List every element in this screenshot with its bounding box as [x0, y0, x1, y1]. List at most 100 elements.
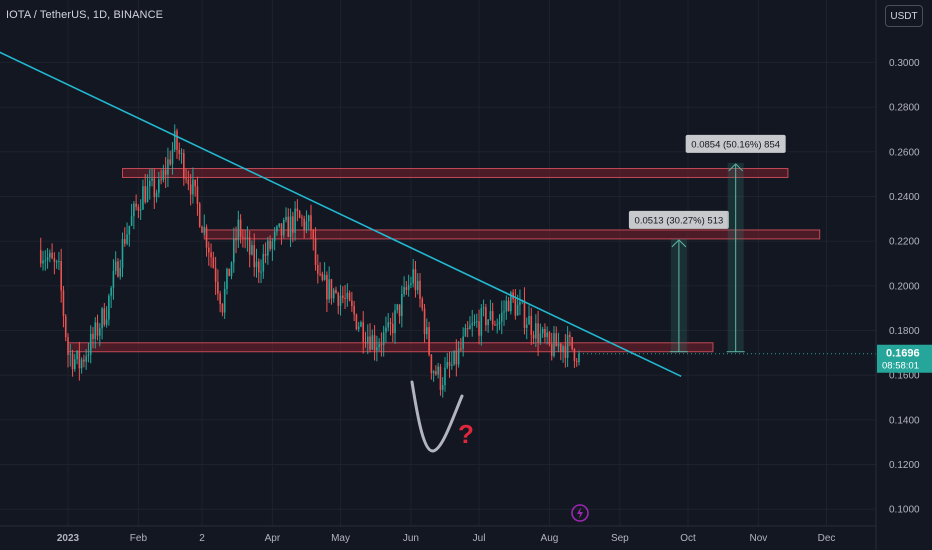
candle-body: [519, 301, 521, 305]
y-tick-label[interactable]: 0.2800: [889, 103, 920, 114]
candle-body: [410, 283, 412, 285]
candle-body: [278, 223, 281, 227]
candle-body: [321, 273, 324, 280]
candle-body: [412, 269, 414, 284]
events-lightning-icon: [571, 504, 589, 522]
y-tick-label[interactable]: 0.2000: [889, 281, 920, 292]
candle-body: [351, 300, 353, 307]
x-tick-label[interactable]: Jun: [403, 533, 419, 544]
candle-body: [317, 264, 319, 274]
y-tick-label[interactable]: 0.1400: [889, 415, 920, 426]
candle-body: [255, 261, 258, 268]
candle-body: [435, 371, 437, 375]
candle-body: [110, 287, 112, 296]
x-tick-label[interactable]: Apr: [265, 533, 281, 544]
candle-body: [242, 236, 244, 238]
x-tick-label[interactable]: Sep: [611, 533, 629, 544]
candle-body: [355, 314, 358, 330]
candle-body: [98, 328, 101, 336]
question-mark: ?: [458, 419, 474, 449]
candle-body: [532, 334, 535, 339]
y-tick-label[interactable]: 0.2600: [889, 147, 920, 158]
candle-body: [212, 257, 215, 268]
x-tick-label[interactable]: Aug: [541, 533, 559, 544]
candle-body: [117, 261, 119, 277]
candle-body: [69, 353, 72, 355]
candle-body: [78, 350, 81, 369]
price-badge-bg: [877, 344, 932, 373]
candle-body: [575, 360, 578, 363]
candle-body: [525, 324, 528, 328]
candle-body: [573, 348, 576, 361]
candle-body: [387, 322, 390, 328]
candle-body: [164, 170, 167, 175]
y-tick-label[interactable]: 0.1800: [889, 326, 920, 337]
x-tick-label[interactable]: Nov: [749, 533, 767, 544]
candle-body: [337, 293, 340, 306]
price-badge-value: 0.1696: [886, 348, 920, 360]
x-tick-label[interactable]: May: [331, 533, 350, 544]
candle-body: [139, 209, 142, 211]
candle-body: [58, 261, 60, 263]
candle-body: [151, 178, 153, 181]
candle-body: [382, 332, 385, 345]
candle-body: [185, 178, 187, 180]
candle-body: [555, 333, 558, 347]
y-tick-label[interactable]: 0.3000: [889, 58, 920, 69]
candle-body: [42, 260, 44, 264]
measure-label[interactable]: 0.0513 (30.27%) 513: [635, 215, 724, 226]
candle-body: [523, 300, 526, 328]
candle-body: [114, 261, 117, 272]
trendline[interactable]: [0, 51, 682, 378]
x-tick-label[interactable]: Oct: [680, 533, 696, 544]
candle-body: [280, 223, 283, 236]
candle-body: [448, 361, 451, 366]
y-tick-label[interactable]: 0.1600: [889, 371, 920, 382]
candle-body: [439, 366, 442, 390]
candle-body: [419, 280, 421, 299]
x-tick-label[interactable]: Jul: [473, 533, 486, 544]
price-axis[interactable]: 0.3000 0.2800 0.2600 0.2400 0.2200 0.2000 0.18…: [875, 0, 920, 550]
y-tick-label[interactable]: 0.2400: [889, 192, 920, 203]
candle-body: [226, 268, 228, 289]
candle-body: [396, 304, 399, 311]
measure-label[interactable]: 0.0854 (50.16%) 854: [691, 139, 780, 150]
candle-body: [562, 346, 564, 352]
candle-body: [74, 359, 76, 370]
price-badge-countdown: 08:58:01: [882, 361, 919, 372]
candle-body: [426, 327, 428, 335]
x-tick-label[interactable]: 2023: [57, 533, 80, 544]
candle-body: [398, 304, 401, 317]
descending-trendline[interactable]: [0, 51, 876, 378]
candle-body: [169, 159, 171, 165]
candle-body: [430, 354, 433, 374]
currency-selector-button[interactable]: USDT: [885, 5, 923, 27]
candle-body: [416, 280, 419, 291]
measure-arrowhead: [671, 239, 687, 248]
measurement-tools[interactable]: 0.0513 (30.27%) 513 0.0854 (50.16%) 854: [628, 134, 786, 353]
y-tick-label[interactable]: 0.2200: [889, 237, 920, 248]
y-tick-label[interactable]: 0.1200: [889, 460, 920, 471]
x-tick-label[interactable]: Dec: [818, 533, 836, 544]
candle-body: [232, 238, 235, 263]
candle-body: [330, 279, 333, 299]
candle-body: [478, 321, 480, 336]
candle-body: [341, 295, 344, 298]
candle-body: [546, 332, 548, 338]
y-tick-label[interactable]: 0.1000: [889, 505, 920, 516]
candle-body: [244, 237, 246, 239]
candle-body: [267, 240, 269, 256]
candle-body: [407, 284, 410, 290]
candle-body: [353, 306, 355, 315]
candle-body: [446, 361, 449, 368]
candle-body: [217, 281, 219, 294]
candle-body: [176, 130, 178, 151]
time-axis[interactable]: 2023 Feb 2 Apr May Jun Jul Aug Sep Oct Nov Dec: [0, 504, 876, 544]
x-tick-label[interactable]: Feb: [130, 533, 148, 544]
candle-body: [578, 353, 580, 363]
candle-body: [360, 322, 362, 327]
candle-body: [503, 311, 505, 313]
u-pattern-annotation: ?: [410, 380, 474, 453]
x-tick-label[interactable]: 2: [199, 533, 205, 544]
